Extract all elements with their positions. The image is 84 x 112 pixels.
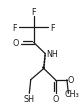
Text: NH: NH: [47, 50, 58, 59]
Text: F: F: [13, 24, 17, 33]
Text: F: F: [31, 8, 36, 16]
Text: O: O: [13, 39, 19, 47]
Text: F: F: [50, 24, 55, 33]
Text: O: O: [68, 75, 74, 84]
Text: O: O: [52, 95, 59, 103]
Text: CH₃: CH₃: [65, 89, 80, 98]
Text: SH: SH: [23, 94, 34, 103]
